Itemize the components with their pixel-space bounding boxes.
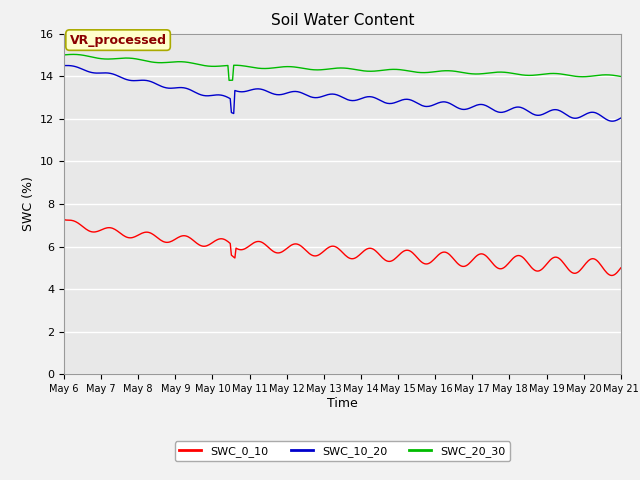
Title: Soil Water Content: Soil Water Content <box>271 13 414 28</box>
Text: VR_processed: VR_processed <box>70 34 166 47</box>
X-axis label: Time: Time <box>327 397 358 410</box>
Legend: SWC_0_10, SWC_10_20, SWC_20_30: SWC_0_10, SWC_10_20, SWC_20_30 <box>175 441 510 461</box>
Y-axis label: SWC (%): SWC (%) <box>22 177 35 231</box>
